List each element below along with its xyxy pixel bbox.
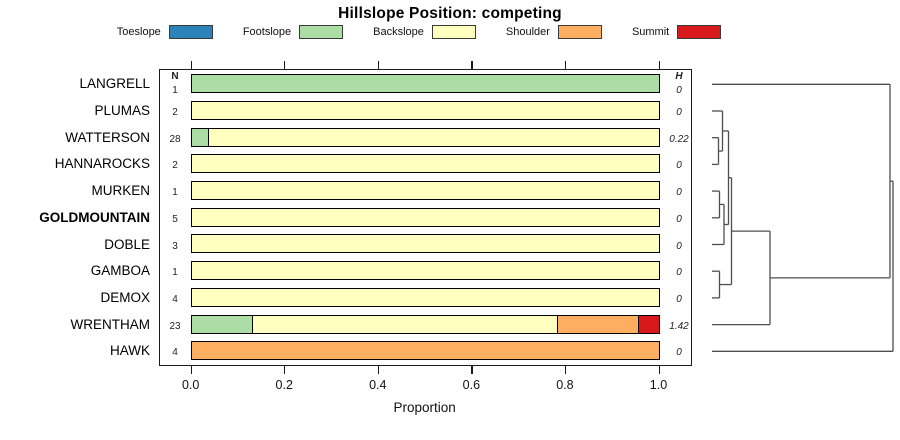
x-axis-tick-bottom <box>190 366 192 374</box>
x-axis-tick-bottom <box>284 366 286 374</box>
legend-entry: Backslope <box>373 25 476 39</box>
table-row-bar <box>190 154 661 174</box>
bar-segment-backslope <box>191 235 660 253</box>
table-row-bar <box>190 181 661 200</box>
legend-label: Shoulder <box>505 26 550 38</box>
x-axis-tick-top <box>658 61 660 69</box>
legend-label: Backslope <box>373 26 424 38</box>
row-label: DEMOX <box>100 289 150 305</box>
h-value: 0 <box>676 213 682 225</box>
chart-title: Hillslope Position: competing <box>338 5 562 22</box>
x-axis-tick-label: 1.0 <box>649 378 668 392</box>
bar-segment-backslope <box>191 288 660 306</box>
x-axis-tick-label: 0.2 <box>275 378 293 392</box>
bar-segment-backslope <box>191 208 660 226</box>
table-row-bar <box>190 207 661 227</box>
x-axis-tick-label: 0.8 <box>556 378 574 392</box>
table-row-bar <box>190 234 661 254</box>
x-axis-title: Proportion <box>393 400 456 415</box>
x-axis-tick-label: 0.4 <box>369 378 387 392</box>
n-value: 4 <box>172 347 178 359</box>
row-label: WATTERSON <box>65 129 150 145</box>
legend: Toeslope Footslope Backslope Shoulder Summit <box>0 25 900 39</box>
bar-segment-backslope <box>191 101 660 119</box>
bar-segment-backslope <box>252 315 558 333</box>
row-label: MURKEN <box>91 183 150 199</box>
table-row-bar <box>190 100 661 120</box>
row-label: GAMBOA <box>90 263 150 279</box>
table-row-bar <box>190 287 661 307</box>
h-value: 0 <box>676 347 682 359</box>
n-value: 1 <box>172 85 178 97</box>
table-row-bar <box>190 261 661 281</box>
n-value: 5 <box>172 213 178 225</box>
n-value: 2 <box>172 160 178 172</box>
legend-label: Summit <box>631 26 670 38</box>
h-value: 0.22 <box>669 133 689 145</box>
x-axis-tick-bottom <box>471 366 473 374</box>
x-axis-tick-bottom <box>658 366 660 374</box>
table-row-bar <box>190 127 661 147</box>
row-label: PLUMAS <box>94 103 150 118</box>
legend-swatch-toeslope <box>168 25 213 39</box>
h-value: 0 <box>676 267 682 279</box>
n-value: 28 <box>169 133 181 145</box>
x-axis-tick-label: 0.6 <box>462 378 481 392</box>
bar-segment-summit <box>638 315 660 333</box>
h-value: 0 <box>676 293 682 305</box>
x-axis-tick-top <box>377 61 379 69</box>
bar-segment-backslope <box>208 128 660 146</box>
h-value: 0 <box>676 240 682 252</box>
x-axis-tick-top <box>190 61 192 69</box>
legend-swatch-summit <box>677 25 722 39</box>
h-value: 0 <box>676 160 682 172</box>
bar-segment-backslope <box>191 262 660 280</box>
legend-entry: Toeslope <box>117 25 213 39</box>
n-value: 2 <box>172 107 178 118</box>
x-axis-tick-top <box>564 61 567 69</box>
row-label: HAWK <box>110 343 150 359</box>
bar-segment-shoulder <box>557 315 639 333</box>
bar-segment-footslope <box>191 75 660 93</box>
n-value: 23 <box>169 320 181 332</box>
n-value: 4 <box>172 293 178 305</box>
table-row-bar <box>190 314 661 334</box>
x-axis-tick-bottom <box>564 366 567 374</box>
n-value: 1 <box>172 187 178 199</box>
h-value: 0 <box>676 107 682 118</box>
row-label: HANNAROCKS <box>54 156 150 172</box>
table-row-bar <box>190 74 661 94</box>
legend-label: Footslope <box>242 26 292 38</box>
plot-frame <box>159 69 692 366</box>
bar-segment-shoulder <box>191 342 660 360</box>
bar-segment-backslope <box>191 182 660 199</box>
n-value: 1 <box>172 267 178 279</box>
legend-swatch-footslope <box>299 25 344 39</box>
row-label: DOBLE <box>104 236 150 252</box>
x-axis-tick-top <box>471 61 473 69</box>
h-value: 1.42 <box>669 320 689 332</box>
row-label: LANGRELL <box>79 76 150 92</box>
h-value: 0 <box>676 187 682 199</box>
legend-entry: Shoulder <box>506 25 602 39</box>
legend-swatch-shoulder <box>557 25 602 39</box>
row-label: GOLDMOUNTAIN <box>39 209 150 225</box>
bar-segment-footslope <box>191 128 209 146</box>
bar-segment-backslope <box>191 155 660 173</box>
h-value: 0 <box>676 85 682 97</box>
table-row-bar <box>190 341 661 361</box>
h-column-header: H <box>675 71 683 83</box>
x-axis-tick-bottom <box>377 366 379 374</box>
row-label: WRENTHAM <box>70 316 151 332</box>
n-column-header: N <box>171 71 179 83</box>
x-axis-tick-label: 0.0 <box>181 378 200 392</box>
legend-entry: Summit <box>631 25 722 39</box>
legend-label: Toeslope <box>116 26 161 38</box>
legend-entry: Footslope <box>242 25 344 39</box>
n-value: 3 <box>172 240 178 252</box>
x-axis-tick-top <box>284 61 286 69</box>
bar-segment-footslope <box>191 315 253 333</box>
legend-swatch-backslope <box>431 25 476 39</box>
